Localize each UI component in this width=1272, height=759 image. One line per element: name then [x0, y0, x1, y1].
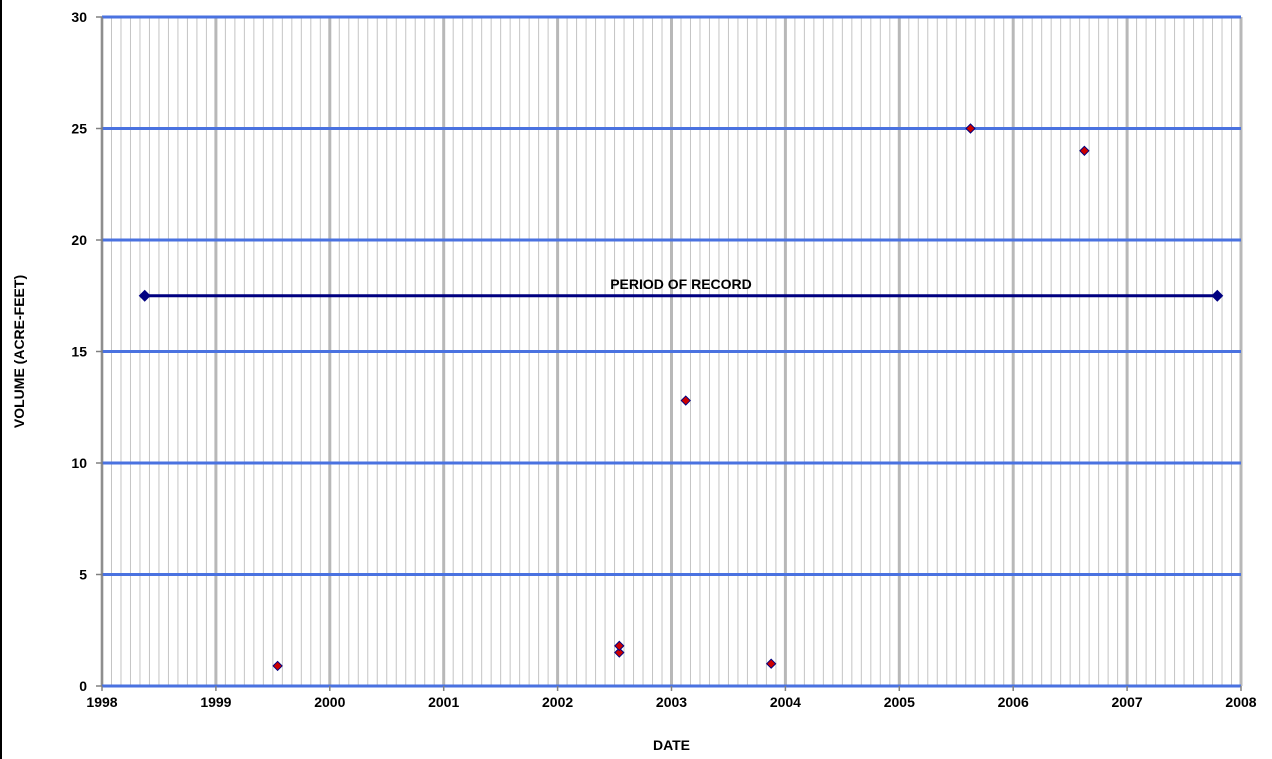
- data-point: [614, 647, 625, 658]
- period-of-record-end-marker: [1211, 289, 1224, 302]
- period-of-record-label: PERIOD OF RECORD: [610, 276, 752, 292]
- data-point: [965, 123, 976, 134]
- axes: [96, 16, 1242, 691]
- y-tick-label: 20: [71, 232, 87, 248]
- x-tick-labels: 1998 1999 2000 2001 2002 2003 2004 2005 2006 2007…: [86, 694, 1256, 710]
- y-tick-label: 25: [71, 121, 87, 137]
- x-tick-label: 2000: [314, 694, 345, 710]
- x-tick-label: 2006: [998, 694, 1029, 710]
- x-tick-label: 2004: [770, 694, 801, 710]
- x-tick-label: 2001: [428, 694, 459, 710]
- x-tick-label: 2008: [1225, 694, 1256, 710]
- y-axis-title: VOLUME (ACRE-FEET): [11, 275, 27, 428]
- y-tick-label: 5: [79, 567, 87, 583]
- data-point: [1079, 145, 1090, 157]
- horizontal-grid: [102, 15, 1241, 688]
- y-tick-labels: 0 5 10 15 20 25 30: [71, 9, 87, 694]
- x-tick-label: 1999: [200, 694, 231, 710]
- y-tick-label: 15: [71, 344, 87, 360]
- data-point: [765, 658, 777, 669]
- x-tick-label: 2007: [1112, 694, 1143, 710]
- period-of-record-start-marker: [138, 289, 151, 302]
- x-axis-title: DATE: [653, 737, 690, 753]
- x-tick-label: 2005: [884, 694, 915, 710]
- x-tick-label: 2003: [656, 694, 687, 710]
- data-point: [272, 660, 283, 672]
- y-tick-label: 30: [71, 9, 87, 25]
- period-of-record: PERIOD OF RECORD: [138, 276, 1224, 302]
- y-tick-label: 0: [79, 678, 87, 694]
- data-point: [680, 395, 691, 406]
- x-tick-label: 1998: [86, 694, 117, 710]
- data-point: [614, 640, 625, 652]
- left-frame-border: [0, 0, 2, 759]
- data-points: [272, 123, 1090, 672]
- x-tick-label: 2002: [542, 694, 573, 710]
- y-tick-label: 10: [71, 455, 87, 471]
